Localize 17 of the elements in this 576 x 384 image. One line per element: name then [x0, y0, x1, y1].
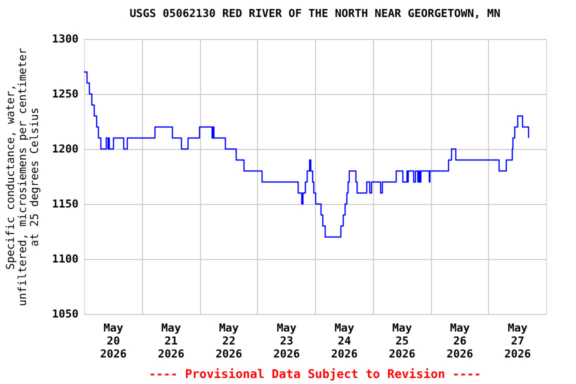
y-tick-label: 1050	[52, 308, 78, 320]
x-tick-label: May 20 2026	[100, 322, 127, 360]
text: ---- Provisional Data Subject to Revision ----	[148, 367, 482, 381]
y-axis-title: Specific conductance, water, unfiltered, microsiemens per centimeter at 25 degrees Celsius	[4, 47, 42, 306]
y-tick-label: 1250	[52, 88, 78, 100]
x-tick-label: May 26 2026	[446, 322, 474, 360]
x-tick-label: May 24 2026	[331, 322, 358, 360]
x-tick-label: May 23 2026	[273, 322, 300, 360]
y-tick-label: 1100	[52, 252, 78, 266]
x-tick-label: May 27 2026	[504, 322, 532, 360]
y-tick-label: 1300	[52, 32, 78, 46]
x-tick-label: May 22 2026	[216, 322, 242, 360]
x-tick-label: May 25 2026	[388, 322, 416, 360]
y-tick-label: 1200	[52, 142, 78, 156]
y-tick-label: 1150	[52, 198, 78, 210]
chart-title: USGS 05062130 RED RIVER OF THE NORTH NEAR GEORGETOWN, MN	[130, 7, 500, 20]
x-tick-label: May 21 2026	[158, 322, 185, 360]
